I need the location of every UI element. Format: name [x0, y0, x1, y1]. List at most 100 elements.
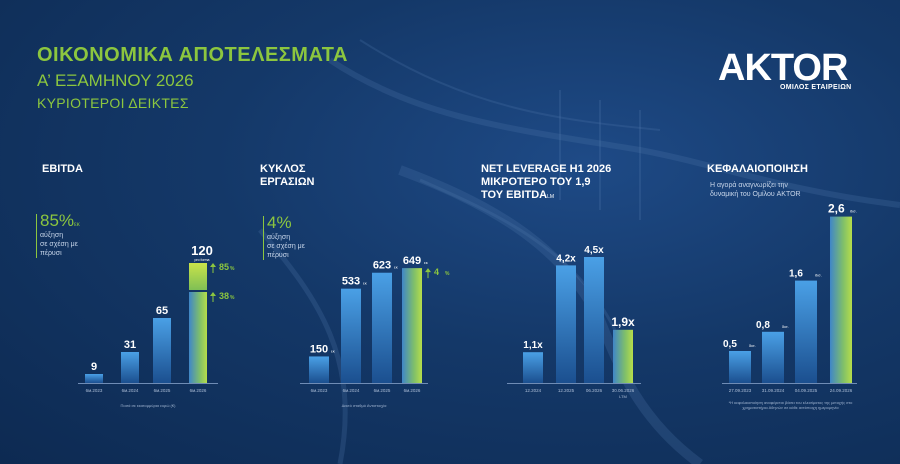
leverage-tick-label-3: 30.06.2026 [612, 388, 635, 393]
cap-bar-2 [795, 280, 817, 383]
ebitda-panel-title: EBITDA [42, 163, 83, 175]
leverage-value-label-0: 1,1x [523, 340, 543, 351]
leverage-value-label-2: 4,5x [584, 245, 604, 256]
ebitda-value-label-0: 9 [91, 361, 97, 373]
cap-value-unit-2: δισ. [815, 273, 822, 278]
turnover-stat: 4% αύξηση σε σχέση με πέρυσι [263, 213, 305, 260]
ebitda-bar-0 [85, 374, 103, 383]
cap-bar-3 [830, 216, 852, 383]
ebitda-annotation-value-1: 38 [219, 291, 229, 301]
ebitda-tick-label-1: 6м.2024 [122, 388, 139, 393]
cap-bar-1 [762, 331, 784, 383]
leverage-tick-label-2: 06.2026 [586, 388, 603, 393]
ebitda-tick-label-0: 6м.2023 [86, 388, 103, 393]
cap-value-label-2: 1,6 [789, 269, 803, 280]
cap-footnote: *Η κεφαλαιοποίηση αναφέρεται βάσει του κ… [718, 400, 863, 410]
leverage-title-sub: LM [547, 194, 555, 200]
leverage-title-line-1: NET LEVERAGE H1 2026 [481, 163, 612, 175]
turnover-value-label-2: 623 [373, 260, 391, 272]
section-title: ΚΥΡΙΟΤΕΡΟΙ ΔΕΙΚΤΕΣ [37, 95, 189, 111]
turnover-bar-3 [402, 268, 422, 383]
leverage-bar-2 [584, 257, 604, 383]
ebitda-bar-proforma-top [189, 263, 207, 290]
ebitda-stat-divider [36, 214, 37, 258]
turnover-stat-desc-1: αύξηση [267, 234, 291, 241]
cap-note-line-2: δυναμική του Ομίλου AKTOR [710, 191, 801, 198]
cap-tick-label-2: 04.09.2025 [795, 388, 818, 393]
ebitda-tick-label-3: 6м.2026 [190, 388, 207, 393]
turnover-bar-0 [309, 356, 329, 383]
turnover-value-unit-3: εκ [424, 260, 428, 265]
ebitda-bar-2 [153, 318, 171, 383]
cap-tick-label-3: 24.09.2026 [830, 388, 853, 393]
cap-footnote-line-2: χρηματιστήριο Αθηνών σε κάθε αντίστοιχη … [742, 405, 839, 410]
leverage-tick-label-1: 12.2025 [558, 388, 575, 393]
leverage-bar-0 [523, 352, 543, 383]
turnover-bar-2 [372, 272, 392, 383]
turnover-footnote: Δεκτό σταθμό Αντιστοιχία [341, 403, 387, 408]
turnover-tick-label-2: 6м.2025 [374, 388, 391, 393]
leverage-bar-3 [613, 329, 633, 383]
ebitda-annotation-unit-1: % [230, 295, 235, 301]
turnover-value-unit-0: εκ [331, 348, 335, 353]
turnover-annotation-unit-0: % [445, 271, 450, 277]
ebitda-proforma-total-label: 120 [191, 243, 213, 258]
ebitda-footnote: Ποσά σε εκατομμύρια ευρώ (€) [120, 403, 176, 408]
turnover-annotation-arrowhead-0 [425, 268, 431, 273]
turnover-stat-divider [263, 216, 264, 260]
turnover-bar-1 [341, 288, 361, 383]
leverage-x-axis [507, 383, 641, 384]
turnover-tick-label-1: 6м.2024 [343, 388, 360, 393]
cap-tick-label-1: 31.09.2024 [762, 388, 785, 393]
turnover-tick-label-3: 6м.2026 [404, 388, 421, 393]
cap-value-label-3: 2,6 [828, 202, 845, 216]
turnover-annotation-value-0: 4 [434, 267, 439, 277]
turnover-x-axis [300, 383, 428, 384]
ebitda-bar-1 [121, 352, 139, 383]
ebitda-stat-unit: εκ [74, 222, 80, 228]
leverage-title-line-3: ΤΟΥ EBITDA [481, 189, 548, 201]
turnover-value-label-0: 150 [310, 343, 328, 355]
cap-bar-0 [729, 351, 751, 383]
ebitda-stat: 85%εκ αύξηση σε σχέση με πέρυσι [36, 211, 80, 258]
turnover-title-line-2: ΕΡΓΑΣΙΩΝ [260, 176, 315, 188]
logo-wordmark: AKTOR [718, 47, 848, 89]
turnover-value-unit-1: εκ [363, 281, 367, 286]
cap-value-unit-0: δισ. [749, 343, 756, 348]
ebitda-stat-desc-1: αύξηση [40, 232, 64, 239]
logo-tagline: ΟΜΙΛΟΣ ΕΤΑΙΡΕΙΩΝ [780, 84, 852, 91]
leverage-value-label-1: 4,2x [556, 253, 576, 264]
leverage-tick-label-0: 12.2024 [525, 388, 542, 393]
turnover-title-line-1: ΚΥΚΛΟΣ [260, 163, 306, 175]
turnover-stat-value: 4% [267, 213, 292, 232]
leverage-title-line-2: ΜΙΚΡΟΤΕΡΟ ΤΟΥ 1,9 [481, 176, 591, 188]
leverage-bar-1 [556, 265, 576, 383]
cap-panel-title: ΚΕΦΑΛΑΙΟΠΟΙΗΣΗ [707, 163, 808, 175]
cap-note: Η αγορά αναγνωρίζει την δυναμική του Ομί… [710, 181, 801, 199]
ebitda-annotation-arrowhead-0 [210, 263, 216, 267]
turnover-value-unit-2: εκ [394, 265, 398, 270]
ebitda-x-axis [78, 383, 218, 384]
turnover-value-label-3: 649 [403, 255, 421, 267]
leverage-value-label-3: 1,9x [611, 315, 635, 329]
page-title: ΟΙΚΟΝΟΜΙΚΑ ΑΠΟΤΕΛΕΣΜΑΤΑ [37, 44, 348, 66]
turnover-tick-label-0: 6м.2023 [311, 388, 328, 393]
cap-value-unit-3: δισ. [850, 209, 857, 214]
cap-footnote-line-1: *Η κεφαλαιοποίηση αναφέρεται βάσει του κ… [728, 400, 853, 405]
page-subtitle: Α’ ΕΞΑΜΗΝΟΥ 2026 [37, 71, 194, 90]
ebitda-annotation-arrowhead-1 [210, 292, 216, 296]
cap-x-axis [722, 383, 857, 384]
ebitda-stat-value: 85% [40, 211, 75, 230]
turnover-stat-desc-2: σε σχέση με [267, 243, 305, 250]
cap-value-unit-1: δισ. [782, 324, 789, 329]
cap-value-label-0: 0,5 [723, 339, 737, 350]
cap-tick-label-0: 27.09.2023 [729, 388, 752, 393]
ebitda-stat-desc-2: σε σχέση με [40, 241, 78, 248]
turnover-stat-desc-3: πέρυσι [267, 252, 289, 259]
ebitda-annotation-unit-0: % [230, 266, 235, 272]
ebitda-value-label-1: 31 [124, 339, 136, 351]
turnover-value-label-1: 533 [342, 276, 360, 288]
leverage-tick-sublabel-3: LTM [619, 394, 627, 399]
ebitda-value-label-2: 65 [156, 305, 168, 317]
